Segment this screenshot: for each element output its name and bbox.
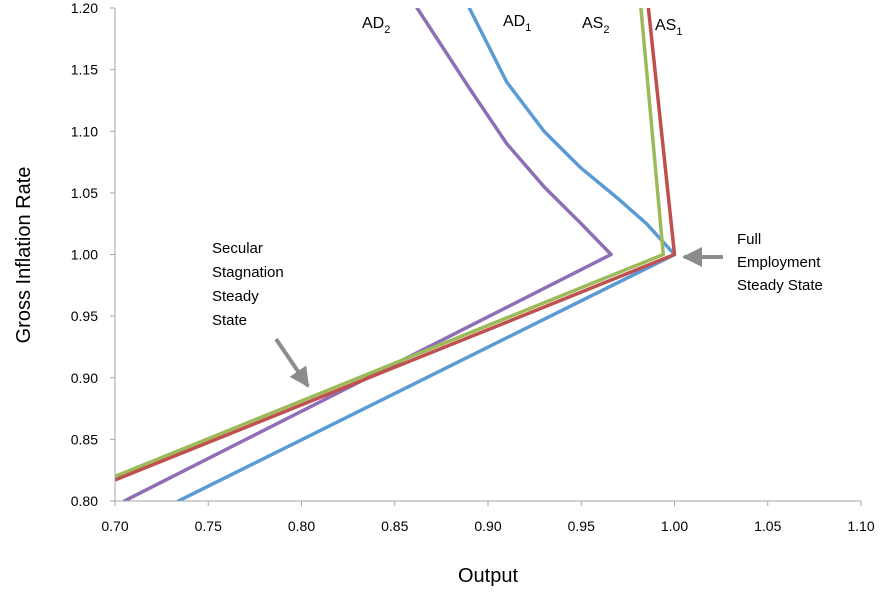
x-tick-label: 0.70: [101, 518, 128, 534]
x-axis-title: Output: [458, 565, 518, 587]
annotation-line: Employment: [737, 254, 821, 271]
series-line-as1: [115, 8, 677, 482]
annotation-line: State: [212, 312, 247, 329]
plot-area: [115, 8, 677, 501]
series-label-ad2: AD2: [362, 15, 390, 36]
annotation-arrow: [274, 337, 310, 388]
annotations: Secular Stagnation Steady State Full Employme…: [212, 231, 823, 388]
series-label-name: AS: [582, 15, 603, 32]
y-tick-label: 1.20: [71, 0, 98, 16]
series-label-name: AS: [655, 17, 676, 34]
annotation-line: Full: [737, 231, 761, 248]
y-axis-ticks: 0.80 0.85 0.90 0.95 1.00 1.05 1.10 1.15 1.20: [71, 0, 115, 509]
series-line-as2: [115, 8, 666, 479]
x-tick-label: 1.05: [754, 518, 781, 534]
y-tick-label: 0.90: [71, 370, 98, 386]
series-label-as2: AS2: [582, 15, 609, 36]
series-line-ad1: [176, 8, 677, 501]
series-label-as1: AS1: [655, 17, 682, 38]
y-tick-label: 1.15: [71, 62, 98, 78]
annotation-line: Secular: [212, 240, 263, 257]
series-label-subscript: 2: [603, 24, 609, 36]
x-tick-label: 0.95: [568, 518, 595, 534]
annotation-secular: Secular Stagnation Steady State: [212, 240, 310, 388]
x-axis-ticks: 0.70 0.75 0.80 0.85 0.90 0.95 1.00 1.05 1.10: [101, 501, 875, 534]
x-tick-label: 0.80: [288, 518, 315, 534]
series-label-name: AD: [503, 13, 525, 30]
y-tick-label: 1.00: [71, 247, 98, 263]
annotation-line: Steady: [212, 288, 259, 305]
series-label-subscript: 1: [525, 22, 531, 34]
y-tick-label: 0.95: [71, 308, 98, 324]
y-tick-label: 1.10: [71, 123, 98, 139]
series-label-ad1: AD1: [503, 13, 531, 34]
x-tick-label: 1.00: [661, 518, 688, 534]
series-label-subscript: 2: [384, 24, 390, 36]
series-line-ad2: [122, 8, 613, 501]
y-tick-label: 1.05: [71, 185, 98, 201]
y-tick-label: 0.80: [71, 493, 98, 509]
annotation-line: Stagnation: [212, 264, 284, 281]
x-tick-label: 0.85: [381, 518, 408, 534]
series-label-subscript: 1: [676, 26, 682, 38]
y-tick-label: 0.85: [71, 431, 98, 447]
annotation-line: Steady State: [737, 277, 823, 294]
x-tick-label: 1.10: [847, 518, 874, 534]
series-lines: [115, 8, 677, 501]
y-axis-title: Gross Inflation Rate: [13, 167, 35, 344]
annotation-full: Full Employment Steady State: [682, 231, 823, 294]
x-tick-label: 0.90: [474, 518, 501, 534]
x-tick-label: 0.75: [195, 518, 222, 534]
annotation-text: Secular Stagnation Steady State: [212, 240, 284, 329]
series-label-name: AD: [362, 15, 384, 32]
annotation-text: Full Employment Steady State: [737, 231, 823, 294]
